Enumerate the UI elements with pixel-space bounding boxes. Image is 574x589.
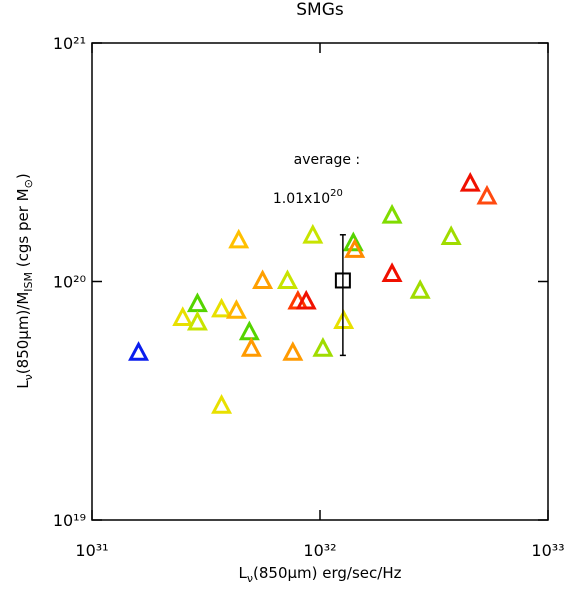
point	[333, 309, 355, 329]
point	[295, 289, 317, 310]
average-point	[334, 272, 351, 289]
point	[344, 238, 366, 258]
y-label-part: )	[14, 173, 32, 179]
chart-title: SMGs	[296, 0, 344, 20]
x-label-part: L	[239, 564, 248, 582]
y-tick-label: 10²¹	[53, 34, 86, 53]
y-tick-label: 10¹⁹	[53, 511, 86, 530]
x-label-part: ν	[247, 572, 253, 585]
point	[238, 320, 260, 341]
point	[252, 269, 274, 289]
point	[381, 203, 403, 224]
point	[312, 337, 334, 357]
point	[276, 269, 298, 289]
point	[172, 306, 194, 326]
point	[240, 337, 262, 357]
point	[476, 184, 498, 205]
y-tick-label: 10²⁰	[53, 273, 86, 292]
y-label-part: ⊙	[22, 179, 35, 188]
point	[211, 394, 233, 414]
point	[282, 341, 304, 361]
point	[186, 292, 208, 313]
point	[440, 225, 462, 245]
x-label-part: (850μm) erg/sec/Hz	[253, 564, 402, 582]
point	[225, 299, 247, 319]
point	[211, 297, 233, 318]
y-axis-label: Lν(850μm)/MISM (cgs per M⊙)	[14, 173, 35, 388]
point	[409, 279, 431, 299]
y-label-part: L	[14, 380, 32, 389]
point	[342, 231, 364, 252]
y-label-part: (850μm)/M	[14, 292, 32, 375]
point	[302, 223, 324, 244]
point	[381, 262, 403, 282]
point	[128, 341, 150, 361]
x-axis-label: Lν(850μm) erg/sec/Hz	[239, 564, 402, 585]
plot-frame	[91, 42, 549, 521]
y-label-part: ISM	[22, 272, 35, 292]
x-tick-label: 10³²	[303, 541, 336, 560]
average-value: 1.01x1020	[273, 188, 343, 207]
point	[186, 310, 208, 331]
x-tick-label: 10³³	[531, 541, 564, 560]
point	[228, 228, 250, 249]
y-label-part: (cgs per M	[14, 188, 32, 272]
point	[459, 171, 481, 192]
average-value-part: 20	[330, 188, 343, 199]
y-label-part: ν	[22, 374, 35, 380]
x-tick-label: 10³¹	[75, 541, 108, 560]
average-value-part: 1.01x10	[273, 191, 330, 207]
average-label: average :	[294, 152, 360, 168]
